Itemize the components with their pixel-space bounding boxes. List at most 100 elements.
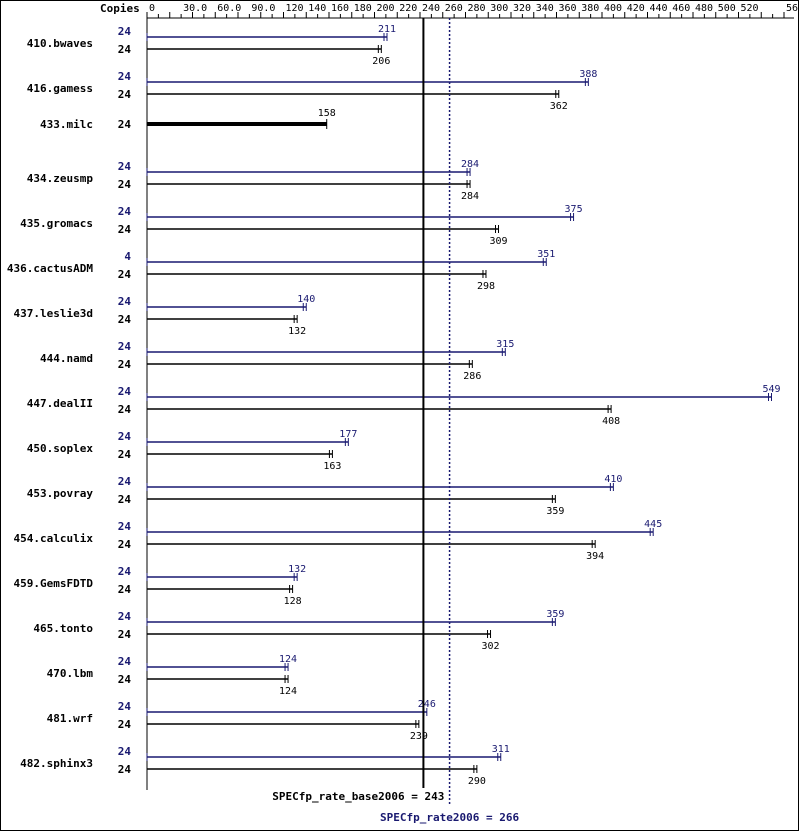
- peak-copies-label: 4: [124, 250, 131, 263]
- base-copies-label: 24: [118, 178, 132, 191]
- x-tick-label: 60.0: [217, 3, 241, 14]
- x-tick-label: 140: [308, 3, 326, 14]
- base-copies-label: 24: [118, 448, 132, 461]
- base-value-label: 309: [489, 236, 507, 247]
- benchmark-label: 435.gromacs: [20, 217, 93, 230]
- base-copies-label: 24: [118, 358, 132, 371]
- peak-mean-label: SPECfp_rate2006 = 266: [380, 811, 519, 824]
- x-tick-label: 420: [627, 3, 645, 14]
- base-copies-label: 24: [118, 673, 132, 686]
- x-tick-label: 300: [490, 3, 508, 14]
- base-copies-label: 24: [118, 583, 132, 596]
- base-copies-label: 24: [118, 118, 132, 131]
- base-copies-label: 24: [118, 493, 132, 506]
- base-value-label: 124: [279, 686, 297, 697]
- benchmark-label: 454.calculix: [14, 532, 94, 545]
- bars-group: 410.bwaves 24 211 24 206 416.gamess 24 388 24 362…: [7, 24, 781, 787]
- axis-group: Copies 0 30.0 60.0 90.0 120 140 160 180 200 220 240…: [100, 2, 799, 790]
- peak-value-label: 549: [762, 384, 780, 395]
- base-value-label: 290: [468, 776, 486, 787]
- base-value-label: 394: [586, 551, 604, 562]
- x-tick-label: 30.0: [183, 3, 207, 14]
- benchmark-label: 416.gamess: [27, 82, 93, 95]
- base-value-label: 158: [318, 108, 336, 119]
- peak-copies-label: 24: [118, 700, 132, 713]
- x-tick-label: 340: [536, 3, 554, 14]
- base-value-label: 286: [463, 371, 481, 382]
- x-tick-label: 460: [672, 3, 690, 14]
- base-copies-label: 24: [118, 538, 132, 551]
- peak-copies-label: 24: [118, 520, 132, 533]
- base-value-label: 284: [461, 191, 479, 202]
- peak-value-label: 351: [537, 249, 555, 260]
- x-tick-label: 90.0: [251, 3, 275, 14]
- base-copies-label: 24: [118, 628, 132, 641]
- benchmark-label: 470.lbm: [47, 667, 94, 680]
- x-tick-label: 280: [468, 3, 486, 14]
- x-tick-label: 180: [354, 3, 372, 14]
- base-copies-label: 24: [118, 403, 132, 416]
- base-value-label: 298: [477, 281, 495, 292]
- base-copies-label: 24: [118, 313, 132, 326]
- x-tick-label: 400: [604, 3, 622, 14]
- x-tick-label: 120: [286, 3, 304, 14]
- benchmark-label: 482.sphinx3: [20, 757, 93, 770]
- peak-value-label: 410: [604, 474, 622, 485]
- x-tick-label: 560: [786, 3, 799, 14]
- peak-copies-label: 24: [118, 475, 132, 488]
- x-tick-label: 320: [513, 3, 531, 14]
- base-copies-label: 24: [118, 268, 132, 281]
- base-value-label: 128: [284, 596, 302, 607]
- x-tick-label: 260: [445, 3, 463, 14]
- peak-copies-label: 24: [118, 565, 132, 578]
- base-value-label: 359: [546, 506, 564, 517]
- base-value-label: 163: [323, 461, 341, 472]
- peak-value-label: 124: [279, 654, 297, 665]
- peak-copies-label: 24: [118, 25, 132, 38]
- x-tick-label: 360: [559, 3, 577, 14]
- x-tick-label: 380: [581, 3, 599, 14]
- x-tick-label: 220: [399, 3, 417, 14]
- peak-value-label: 177: [339, 429, 357, 440]
- peak-value-label: 284: [461, 159, 479, 170]
- benchmark-label: 447.dealII: [27, 397, 93, 410]
- peak-copies-label: 24: [118, 205, 132, 218]
- base-value-label: 239: [410, 731, 428, 742]
- base-value-label: 302: [481, 641, 499, 652]
- peak-copies-label: 24: [118, 295, 132, 308]
- benchmark-label: 433.milc: [40, 118, 93, 131]
- base-value-label: 132: [288, 326, 306, 337]
- copies-header: Copies: [100, 2, 140, 15]
- benchmark-label: 465.tonto: [33, 622, 93, 635]
- peak-copies-label: 24: [118, 70, 132, 83]
- base-copies-label: 24: [118, 88, 132, 101]
- base-value-label: 408: [602, 416, 620, 427]
- benchmark-label: 437.leslie3d: [14, 307, 93, 320]
- peak-value-label: 315: [496, 339, 514, 350]
- base-value-label: 362: [550, 101, 568, 112]
- base-copies-label: 24: [118, 223, 132, 236]
- benchmark-label: 410.bwaves: [27, 37, 93, 50]
- benchmark-label: 436.cactusADM: [7, 262, 93, 275]
- peak-value-label: 311: [492, 744, 510, 755]
- x-tick-label: 480: [695, 3, 713, 14]
- peak-copies-label: 24: [118, 385, 132, 398]
- x-tick-label: 520: [741, 3, 759, 14]
- peak-value-label: 375: [565, 204, 583, 215]
- x-tick-label: 500: [718, 3, 736, 14]
- base-copies-label: 24: [118, 763, 132, 776]
- x-tick-label: 240: [422, 3, 440, 14]
- benchmark-label: 444.namd: [40, 352, 93, 365]
- peak-value-label: 445: [644, 519, 662, 530]
- peak-copies-label: 24: [118, 610, 132, 623]
- peak-value-label: 359: [546, 609, 564, 620]
- benchmark-label: 450.soplex: [27, 442, 94, 455]
- peak-copies-label: 24: [118, 430, 132, 443]
- benchmark-label: 459.GemsFDTD: [14, 577, 94, 590]
- peak-value-label: 132: [288, 564, 306, 575]
- peak-value-label: 246: [418, 699, 436, 710]
- base-value-label: 206: [372, 56, 390, 67]
- peak-copies-label: 24: [118, 340, 132, 353]
- x-tick-label: 440: [650, 3, 668, 14]
